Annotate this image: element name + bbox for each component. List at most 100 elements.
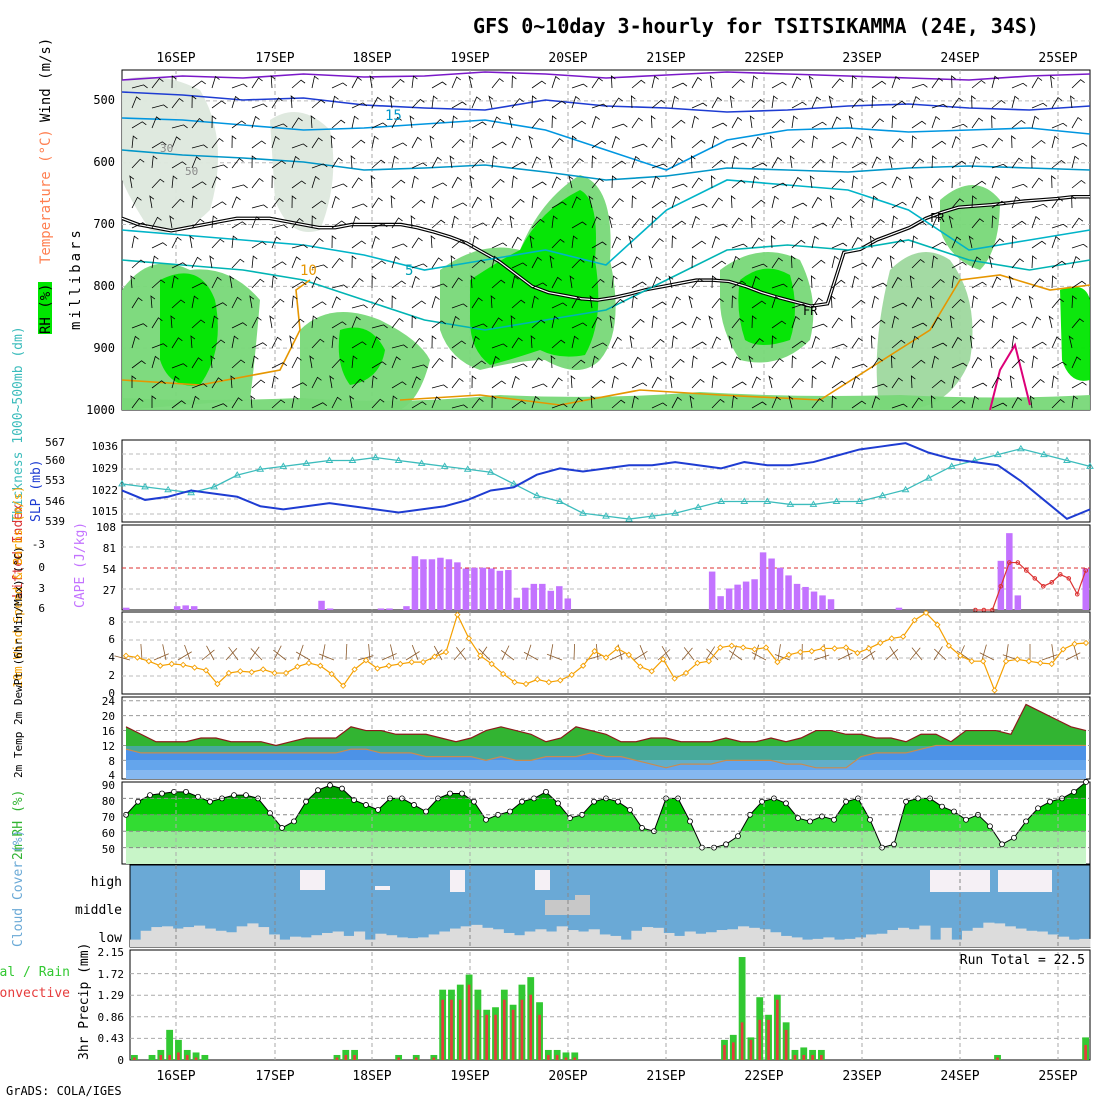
wind10m-speed-marker <box>374 665 381 672</box>
wind-barb <box>131 121 147 129</box>
wind10m-barb <box>774 654 791 661</box>
precip-convective-bar <box>538 1014 541 1060</box>
wind-barb <box>811 297 823 309</box>
wind-barb <box>151 178 165 189</box>
wind-barb <box>251 103 268 109</box>
lifted-index-marker <box>998 583 1004 589</box>
wind-barb <box>731 295 737 309</box>
thickness-marker <box>947 462 956 469</box>
wind-barb <box>691 215 700 229</box>
wind-barb <box>971 356 983 369</box>
wind-barb <box>391 155 399 169</box>
cape-bar <box>522 587 529 610</box>
wind-barb <box>311 338 325 349</box>
wind10m-barb <box>345 644 348 661</box>
wind10m-barb <box>837 652 853 661</box>
rh-marker <box>375 806 381 813</box>
wind-barb <box>371 398 385 409</box>
wind-barb <box>131 196 142 209</box>
cape-tick: 27 <box>103 584 116 597</box>
rh-marker <box>627 806 633 813</box>
wind-barb <box>649 355 655 369</box>
cape-bar <box>411 556 419 610</box>
slp-axis: 1015 1022 1029 1036 <box>92 440 119 518</box>
wind-barb <box>451 315 460 329</box>
wind-barb <box>411 364 428 369</box>
wind-barb <box>711 223 728 229</box>
wind-barb <box>431 95 438 109</box>
rh-band <box>126 847 1086 864</box>
wind-barb <box>811 360 827 369</box>
wind-barb <box>711 298 724 309</box>
wind-barb <box>311 315 318 329</box>
low-cloud-bar <box>140 930 152 947</box>
low-cloud-bar <box>236 926 248 947</box>
wind-barb <box>471 158 485 169</box>
wind-barb <box>631 79 646 89</box>
bottom-day-label: 16SEP <box>156 1069 195 1084</box>
cape-bar <box>751 579 758 610</box>
wind-barb <box>691 139 706 149</box>
wind-barb <box>531 383 548 389</box>
thickness-marker <box>256 465 265 472</box>
wind-barb <box>791 355 797 369</box>
wind-barb <box>531 218 545 229</box>
wind-barb <box>991 315 998 329</box>
wind-barb <box>1028 295 1034 309</box>
wind-barb <box>491 242 508 249</box>
wind-barb <box>971 195 977 209</box>
wind10m-barb <box>405 651 420 661</box>
wind-barb <box>251 278 265 289</box>
wind10m-barb <box>368 644 371 661</box>
wind-barb <box>871 295 879 309</box>
wind10m-speed-marker <box>522 680 530 688</box>
wind-barb <box>611 97 623 109</box>
cape-tick: 108 <box>96 521 116 534</box>
wind-barb <box>1050 75 1055 89</box>
wind-barb <box>831 343 848 349</box>
wind-barb <box>831 178 845 189</box>
wind10m-barb <box>140 644 143 661</box>
wind10m-label: 10m Wind Speed & Barbs (m/s) <box>11 486 25 688</box>
wind-barb <box>911 96 921 109</box>
rh-marker <box>231 792 237 799</box>
wind-barb <box>491 155 498 169</box>
wind-barb <box>471 397 484 409</box>
wind-barb <box>891 302 908 309</box>
temp-line <box>125 703 1087 747</box>
wind-barb <box>911 158 924 169</box>
wind-barb <box>491 78 504 89</box>
wind-barb <box>130 275 136 289</box>
wind-barb <box>451 138 465 149</box>
wind-barb <box>131 360 146 369</box>
wind10m-speed-marker <box>911 617 918 624</box>
wind-barb <box>291 295 298 309</box>
wind-barb <box>489 195 495 209</box>
wind-barb <box>171 136 181 149</box>
wind-barb <box>131 323 148 329</box>
rh-marker <box>795 815 801 821</box>
temperature-legend-label: Temperature (°C) <box>38 129 54 264</box>
rh-tick: 70 <box>102 811 115 824</box>
low-cloud-bar <box>780 935 792 947</box>
wind10m-speed-marker <box>351 666 358 673</box>
wind-barb <box>488 95 494 109</box>
wind10m-barb <box>273 645 282 661</box>
wind-barb <box>471 360 486 369</box>
low-cloud-bar <box>1015 928 1027 947</box>
wind-barb <box>851 400 867 409</box>
wind-barb <box>411 263 428 269</box>
cape-bar <box>123 607 130 610</box>
wind-barb <box>1071 155 1080 169</box>
wind-barb <box>991 402 1008 409</box>
wind-barb <box>931 342 948 349</box>
wind-barb <box>331 183 348 189</box>
wind-barb <box>251 204 268 209</box>
low-cloud-bar <box>450 928 462 947</box>
wind-barb <box>951 123 968 129</box>
wind-barb <box>351 240 366 249</box>
top-day-label: 22SEP <box>744 51 783 66</box>
wind-barb <box>331 296 341 309</box>
precip-convective-bar <box>494 1014 497 1060</box>
wind10m-barb <box>501 645 510 661</box>
